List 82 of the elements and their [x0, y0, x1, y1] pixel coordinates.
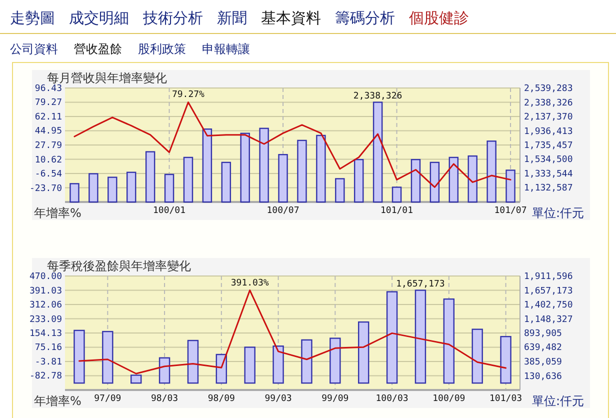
bar: [386, 291, 398, 384]
x-tick-label: 97/09: [94, 394, 122, 404]
text: 走勢圖: [10, 9, 55, 27]
x-tick-label: 100/03: [376, 394, 408, 404]
bar: [272, 346, 284, 384]
text: 個股健診: [409, 9, 469, 27]
y-tick-label: 79.27: [34, 98, 62, 108]
y2-tick-label: 1,333,544: [524, 170, 573, 180]
line-series: [78, 290, 507, 374]
y-tick-label: -3.81: [34, 358, 62, 368]
y2-tick-label: 1,132,587: [524, 184, 573, 194]
text: 技術分析: [142, 9, 203, 27]
x-tick-label: 99/03: [264, 394, 292, 404]
data-label: 79.27%: [172, 90, 206, 100]
text: 公司資料: [10, 42, 58, 56]
y2-tick-label: 1,936,413: [524, 126, 573, 137]
y-tick-label: 75.16: [34, 343, 62, 354]
x-tick-label: 101/07: [494, 206, 527, 216]
bar: [74, 330, 85, 384]
text: 申報轉讓: [202, 42, 250, 56]
chart-title: 每月營收與年增率變化: [47, 71, 167, 85]
y-tick-label: 391.03: [29, 286, 62, 296]
y-tick-label: 154.13: [29, 329, 62, 339]
x-tick-label: 98/03: [150, 394, 178, 404]
x-tick-label: 101/01: [380, 206, 414, 216]
y-tick-label: 10.62: [34, 155, 62, 166]
y2-tick-label: 130,636: [524, 372, 562, 382]
y2-tick-label: 1,911,596: [524, 272, 573, 282]
bar: [414, 290, 426, 384]
bar: [500, 336, 512, 384]
text: 新聞: [217, 9, 247, 27]
y-tick-label: 470.00: [29, 272, 62, 282]
y-tick-label: 27.79: [34, 140, 62, 151]
x-tick-label: 100/09: [432, 394, 466, 404]
x-tick-label: 100/07: [266, 206, 300, 216]
bar: [130, 374, 142, 384]
y2-tick-label: 1,657,173: [524, 286, 573, 296]
bar: [301, 339, 312, 384]
bar: [330, 338, 341, 384]
y-axis-title: 年增率%: [34, 394, 82, 408]
y2-tick-label: 1,402,750: [524, 300, 573, 310]
y2-tick-label: 1,148,327: [524, 314, 573, 325]
text: 基本資料: [261, 9, 321, 27]
y-axis-title: 年增率%: [34, 206, 82, 220]
y-tick-label: 44.95: [34, 126, 62, 137]
chart-title: 每季稅後盈餘與年增率變化: [47, 259, 191, 273]
y-tick-label: 96.43: [34, 84, 62, 94]
data-label: 391.03%: [230, 278, 270, 288]
y2-tick-label: 1,735,457: [524, 141, 573, 151]
y2-tick-label: 1,534,500: [524, 155, 573, 166]
bar: [244, 346, 256, 384]
x-tick-label: 100/01: [153, 206, 186, 216]
data-label: 1,657,173: [396, 279, 445, 290]
y2-tick-label: 893,905: [524, 329, 562, 339]
y-tick-label: -82.78: [29, 372, 62, 382]
text: 營收盈餘: [74, 42, 122, 56]
bar: [443, 298, 455, 384]
y-tick-label: 233.09: [29, 314, 62, 325]
bar: [158, 357, 170, 384]
line-series: [74, 102, 512, 188]
y2-tick-label: 2,338,326: [524, 98, 573, 108]
y2-axis-title: 單位:仟元: [532, 394, 584, 408]
bar: [472, 328, 483, 384]
bar: [102, 330, 114, 384]
y2-tick-label: 639,482: [524, 343, 562, 354]
y2-axis-title: 單位:仟元: [532, 206, 584, 220]
y-tick-label: -23.70: [29, 184, 62, 194]
text: 成交明細: [69, 9, 129, 27]
y-tick-label: -6.54: [34, 170, 62, 180]
bar: [358, 321, 370, 384]
text: 股利政策: [138, 42, 186, 56]
x-tick-label: 98/09: [208, 394, 235, 404]
y2-tick-label: 2,539,283: [524, 84, 573, 94]
text: 籌碼分析: [335, 9, 395, 27]
data-label: 2,338,326: [353, 91, 402, 102]
x-tick-label: 101/03: [490, 394, 522, 404]
y2-tick-label: 2,137,370: [524, 112, 573, 122]
y-tick-label: 312.06: [29, 300, 62, 310]
x-tick-label: 99/09: [322, 394, 349, 404]
y2-tick-label: 385,059: [524, 358, 562, 368]
y-tick-label: 62.11: [34, 112, 62, 122]
bar: [187, 340, 199, 384]
